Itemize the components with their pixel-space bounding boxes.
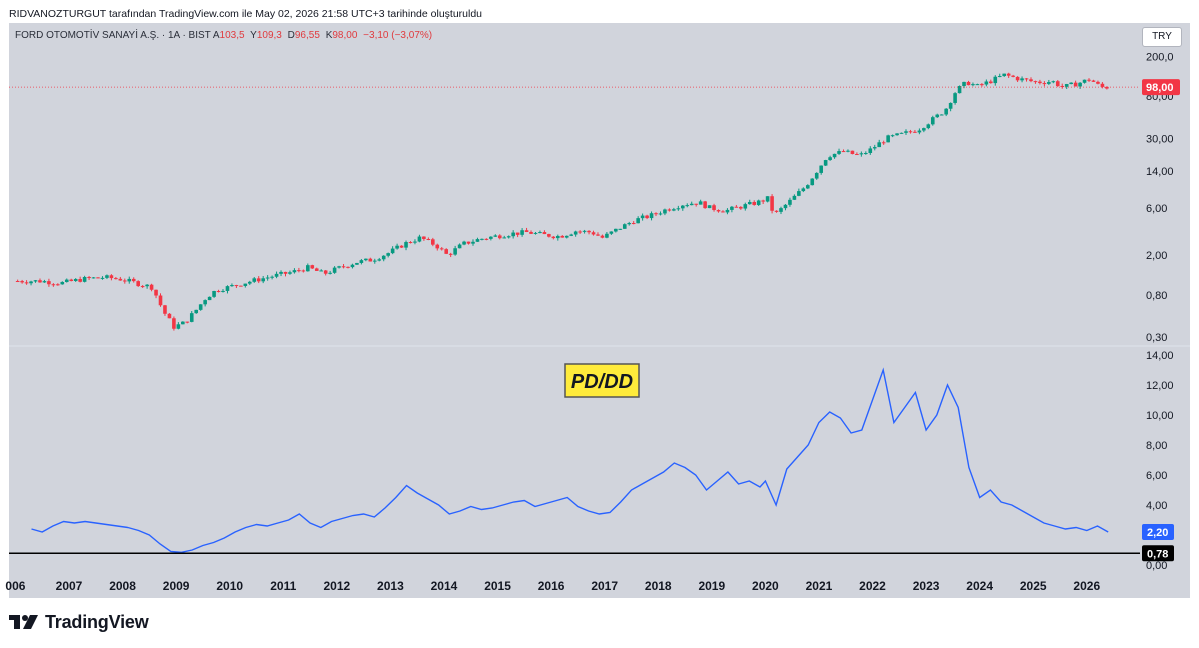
close-value: 98,00	[332, 30, 358, 41]
attribution-text: RIDVANOZTURGUT tarafından TradingView.co…	[9, 8, 483, 20]
open-value: 103,5	[219, 30, 245, 41]
high-label: Y	[250, 30, 257, 41]
open-label: A	[212, 30, 220, 41]
symbol-name: FORD OTOMOTİV SANAYİ A.Ş. · 1A · BIST	[15, 30, 211, 41]
low-label: D	[287, 30, 295, 41]
close-label: K	[325, 30, 333, 41]
high-value: 109,3	[256, 30, 282, 41]
change-value: −3,10 (−3,07%)	[363, 30, 433, 41]
tradingview-logo-icon	[9, 614, 38, 629]
currency-button[interactable]: TRY	[1142, 27, 1182, 47]
symbol-legend: FORD OTOMOTİV SANAYİ A.Ş. · 1A · BIST A1…	[15, 30, 435, 41]
low-value: 96,55	[294, 30, 320, 41]
chart-area[interactable]	[9, 23, 1190, 598]
tradingview-logo[interactable]: TradingView	[9, 612, 149, 633]
tradingview-logo-text: TradingView	[45, 612, 149, 632]
